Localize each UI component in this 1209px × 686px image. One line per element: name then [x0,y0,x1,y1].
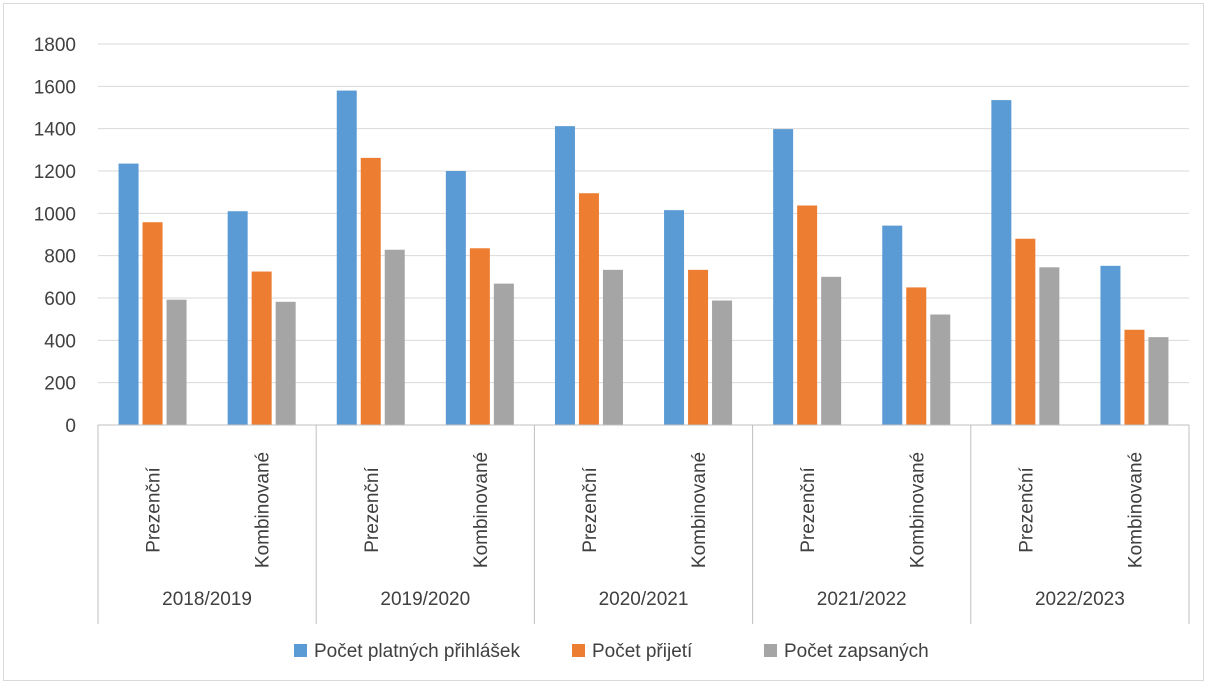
category-label: Prezenční [362,467,383,553]
y-tick-label: 400 [44,331,76,352]
legend-label: Počet zapsaných [784,641,929,662]
y-tick-label: 0 [65,416,76,437]
legend-swatch [294,644,307,657]
y-tick-label: 800 [44,247,76,268]
y-tick-label: 1400 [34,120,76,141]
bar [712,300,733,425]
category-label: Prezenční [798,467,819,553]
group-label: 2021/2022 [817,589,907,610]
bar [1039,267,1060,425]
bar [166,299,187,425]
bar [118,163,139,425]
category-label: Kombinované [1125,452,1146,568]
bar [882,225,903,425]
bar [227,211,248,425]
category-label: Prezenční [1016,467,1037,553]
bar [275,301,296,425]
chart-frame: 0 200 400 600 800 1000 1200 1400 1600 1800 Prezenč… [3,3,1204,681]
category-label: Kombinované [907,452,928,568]
bar [1015,238,1036,425]
bar [384,249,405,425]
bar [493,283,514,425]
bar [797,205,818,425]
group-label: 2019/2020 [380,589,470,610]
bar [142,222,163,425]
y-tick-label: 600 [44,289,76,310]
bar [360,157,381,426]
bar [991,100,1012,425]
category-label: Kombinované [471,452,492,568]
bar [445,171,466,425]
legend-swatch [572,644,585,657]
bar [930,314,951,425]
category-label: Kombinované [253,452,274,568]
category-label: Prezenční [580,467,601,553]
category-label: Kombinované [689,452,710,568]
y-tick-label: 1600 [34,77,76,98]
bar [688,269,709,425]
y-tick-label: 200 [44,374,76,395]
group-label: 2020/2021 [599,589,689,610]
chart: 0 200 400 600 800 1000 1200 1400 1600 1800 Prezenč… [34,35,1190,662]
bar [1148,337,1169,425]
bar [1100,265,1121,425]
y-tick-label: 1200 [34,162,76,183]
bar [1124,329,1145,425]
legend-swatch [764,644,777,657]
legend-label: Počet platných přihlášek [314,641,520,662]
bar [664,210,685,425]
bar [578,193,599,425]
bar [469,248,490,425]
y-tick-label: 1000 [34,204,76,225]
group-label: 2022/2023 [1035,589,1125,610]
group-label: 2018/2019 [162,589,252,610]
y-tick-label: 1800 [34,35,76,56]
category-label: Prezenční [144,467,165,553]
legend-label: Počet přijetí [592,641,693,662]
bar [554,126,575,426]
bar [602,269,623,425]
bar [336,90,357,426]
bar [821,276,842,425]
bar [906,287,927,425]
bar [251,271,272,425]
bar [773,129,794,425]
